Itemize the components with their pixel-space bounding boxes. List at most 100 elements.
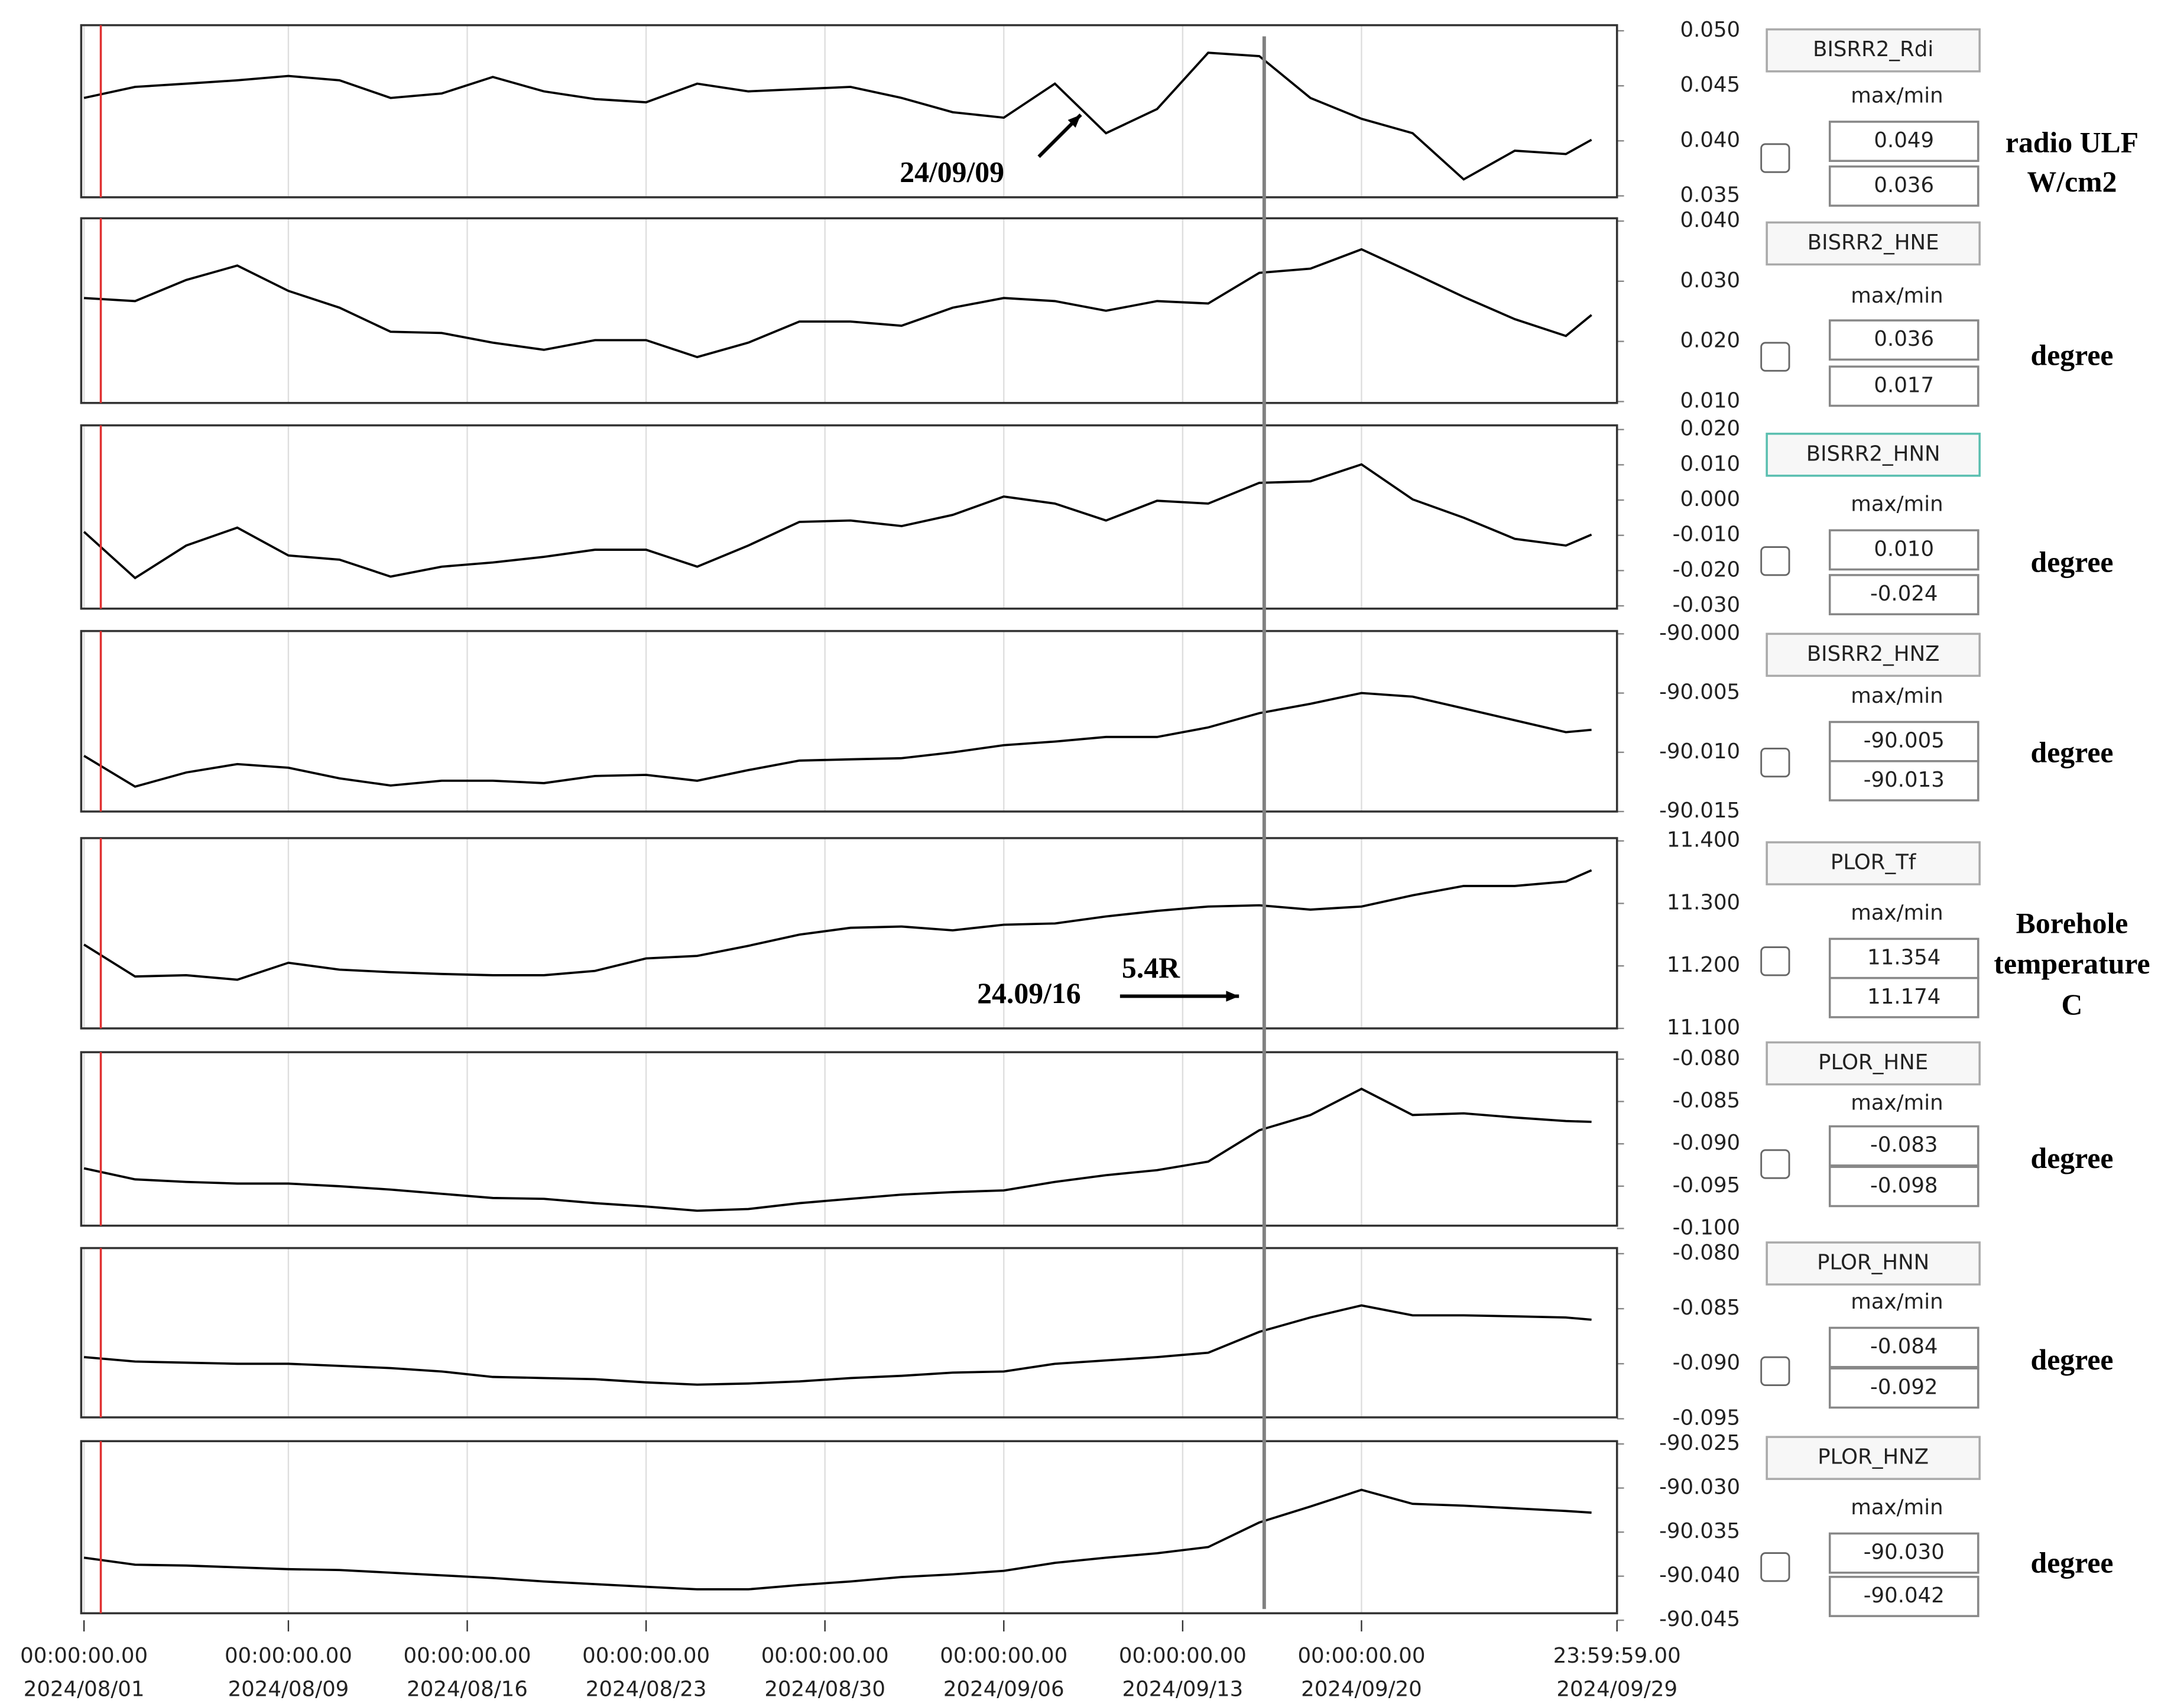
x-tick-date: 2024/09/13 [1122, 1677, 1244, 1702]
checkbox[interactable] [1760, 1149, 1790, 1179]
unit-label: degree [2031, 1142, 2114, 1174]
unit-label: W/cm2 [2027, 165, 2117, 198]
min-box [1828, 1166, 1979, 1208]
y-tick-label: -90.025 [1659, 1431, 1740, 1455]
checkbox[interactable] [1760, 1356, 1790, 1386]
x-tick-time: 00:00:00.00 [20, 1644, 148, 1668]
annotation: 24/09/09 [900, 155, 1004, 188]
max-value: -90.030 [1864, 1540, 1945, 1565]
y-tick-label: 11.200 [1667, 953, 1740, 977]
max-box [1828, 1326, 1979, 1368]
plot-frame [80, 424, 1618, 610]
channel-name-box[interactable] [1766, 632, 1981, 677]
x-tick-time: 00:00:00.00 [225, 1644, 352, 1668]
channel-name-box[interactable] [1766, 1241, 1981, 1286]
plot-area [81, 25, 1617, 197]
y-tick-label: -90.015 [1659, 799, 1740, 823]
min-value: 0.017 [1874, 373, 1934, 397]
max-value: 0.036 [1874, 327, 1934, 351]
y-tick-label: 0.010 [1680, 388, 1740, 413]
max-box [1828, 1532, 1979, 1574]
x-tick-time: 00:00:00.00 [404, 1644, 531, 1668]
min-box [1828, 760, 1979, 801]
y-tick-label: -0.095 [1673, 1406, 1740, 1430]
y-tick-label: -0.100 [1673, 1215, 1740, 1239]
x-tick-date: 2024/09/06 [943, 1677, 1065, 1702]
channel-name-box[interactable] [1766, 1436, 1981, 1480]
y-tick-label: 11.300 [1667, 890, 1740, 914]
y-tick-label: -90.005 [1659, 680, 1740, 705]
min-box [1828, 976, 1979, 1018]
y-tick-label: -90.040 [1659, 1563, 1740, 1588]
y-tick-label: 0.030 [1680, 268, 1740, 293]
x-tick-time: 00:00:00.00 [1297, 1644, 1425, 1668]
data-line [84, 248, 1592, 359]
checkbox[interactable] [1760, 946, 1790, 976]
data-line [83, 1304, 1592, 1386]
min-box [1828, 165, 1979, 207]
stat-label: max/min [1851, 83, 1943, 108]
unit-label: C [2062, 988, 2083, 1021]
min-box [1828, 1367, 1979, 1409]
plot-frame [80, 217, 1618, 404]
channel-name: PLOR_Tf [1831, 851, 1917, 875]
plot-area [81, 1441, 1617, 1614]
y-tick-label: 0.035 [1680, 183, 1740, 207]
y-tick-label: -0.080 [1673, 1241, 1740, 1265]
x-tick-date: 2024/08/30 [764, 1677, 885, 1702]
max-value: 0.010 [1874, 537, 1934, 561]
plot-area [81, 838, 1617, 1028]
plot-frame [80, 1440, 1618, 1615]
y-tick-label: -0.090 [1673, 1351, 1740, 1375]
plot-area [81, 425, 1617, 609]
max-box [1828, 319, 1979, 361]
channel-name: PLOR_HNE [1818, 1050, 1928, 1075]
x-tick-date: 2024/08/23 [586, 1677, 707, 1702]
channel-name: PLOR_HNN [1817, 1251, 1929, 1275]
plot-frame [80, 1051, 1618, 1227]
unit-label: degree [2031, 339, 2114, 371]
max-box [1828, 121, 1979, 163]
min-box [1828, 1576, 1979, 1617]
checkbox[interactable] [1760, 1552, 1790, 1582]
channel-name-box[interactable] [1766, 221, 1981, 266]
y-tick-label: 11.100 [1667, 1015, 1740, 1040]
y-tick-label: 0.050 [1680, 18, 1740, 42]
checkbox[interactable] [1760, 748, 1790, 778]
plot-frame [80, 1247, 1618, 1419]
x-tick-time: 23:59:59.00 [1553, 1644, 1681, 1668]
max-value: -0.084 [1870, 1335, 1938, 1359]
annotation: 24.09/16 [977, 977, 1080, 1010]
unit-label: degree [2031, 1546, 2114, 1579]
checkbox[interactable] [1760, 342, 1790, 372]
max-value: 11.354 [1867, 946, 1940, 970]
stat-label: max/min [1851, 1290, 1943, 1314]
checkbox[interactable] [1760, 143, 1790, 173]
unit-label: degree [2031, 546, 2114, 579]
checkbox[interactable] [1760, 546, 1790, 576]
y-tick-label: 0.020 [1680, 417, 1740, 441]
channel-name: BISRR2_HNZ [1807, 642, 1940, 666]
y-tick-label: -0.085 [1673, 1296, 1740, 1320]
channel-name-box[interactable] [1766, 433, 1981, 477]
y-tick-label: -90.000 [1659, 621, 1740, 645]
stat-label: max/min [1851, 901, 1943, 925]
channel-name-box[interactable] [1766, 841, 1981, 885]
channel-name-box[interactable] [1766, 1041, 1981, 1086]
max-box [1828, 529, 1979, 571]
y-tick-label: 0.000 [1680, 487, 1740, 511]
data-line [83, 869, 1592, 981]
plot-frame [80, 629, 1618, 813]
channel-name-box[interactable] [1766, 28, 1981, 73]
plot-area [81, 218, 1617, 403]
annotation-arrowhead [1226, 991, 1239, 1002]
stat-label: max/min [1851, 492, 1943, 517]
stat-label: max/min [1851, 684, 1943, 708]
channel-name: BISRR2_HNN [1806, 442, 1940, 466]
stat-label: max/min [1851, 284, 1943, 308]
y-tick-label: -90.030 [1659, 1475, 1740, 1500]
plot-frame [80, 24, 1618, 199]
x-tick-time: 00:00:00.00 [582, 1644, 710, 1668]
